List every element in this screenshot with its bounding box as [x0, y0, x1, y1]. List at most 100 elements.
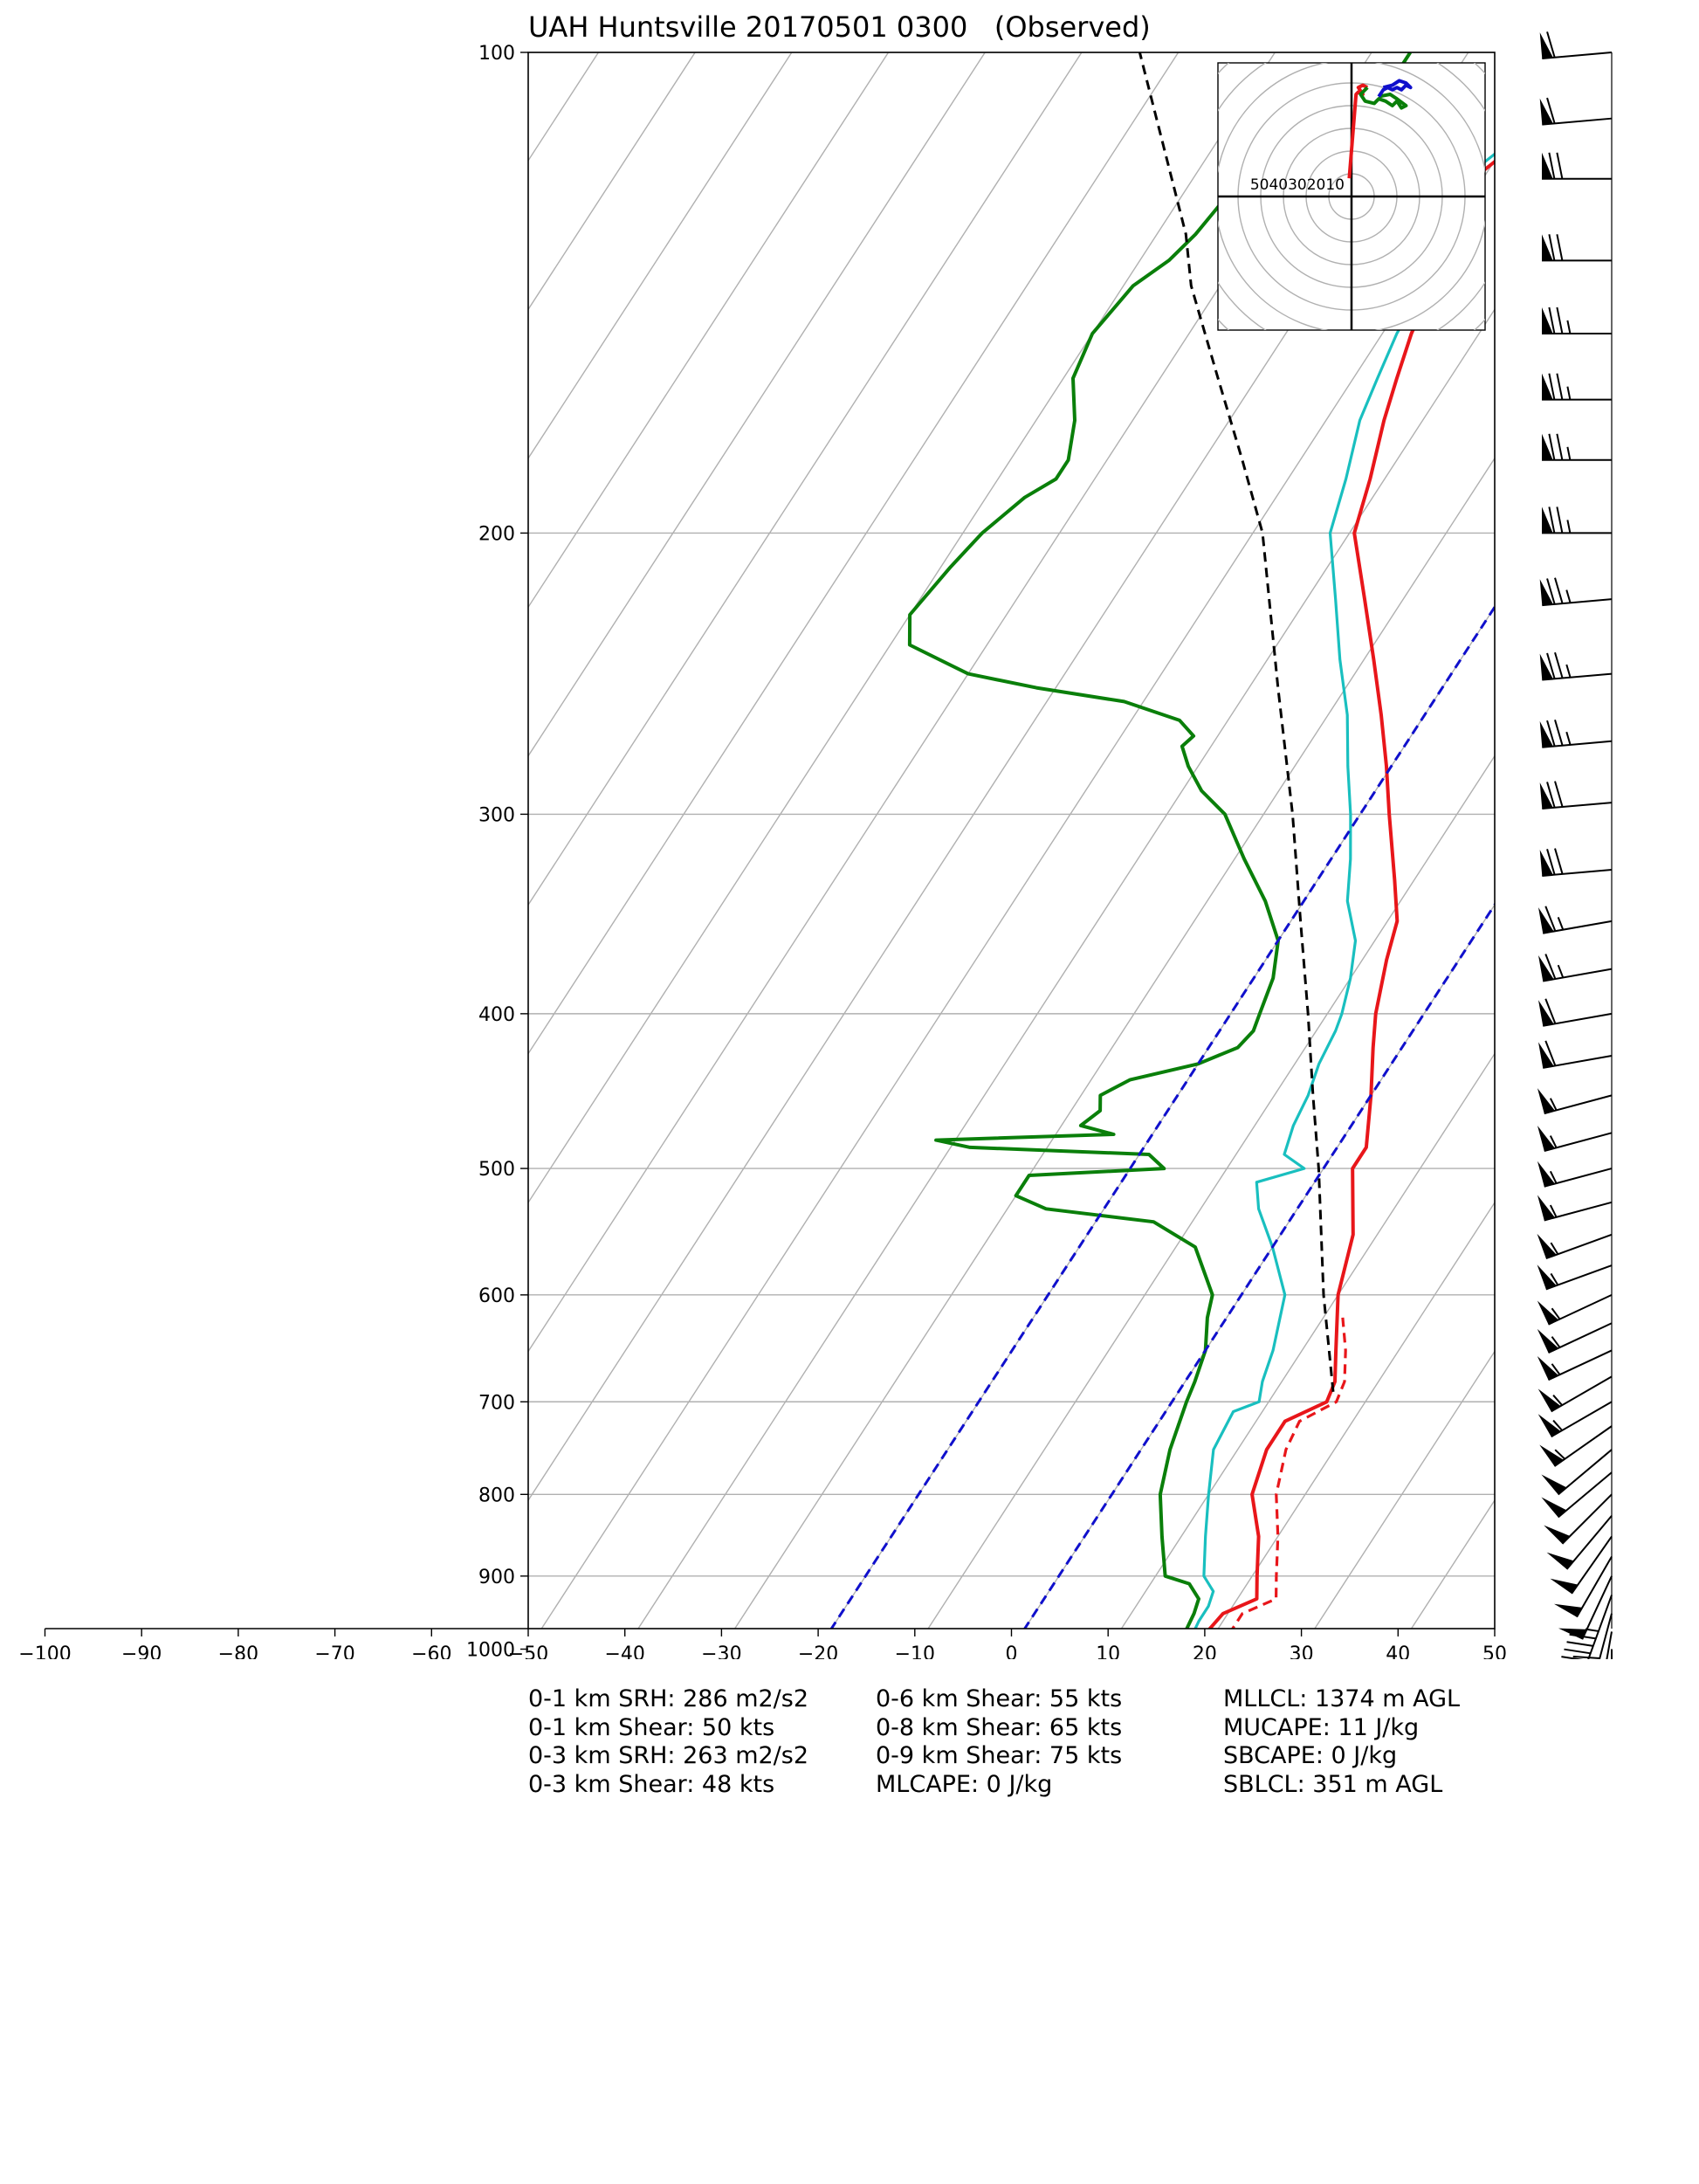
barb-full	[1554, 848, 1564, 875]
wind-barb	[1606, 1631, 1613, 1659]
barb-full	[1548, 433, 1556, 460]
x-tick-label: 50	[1482, 1643, 1507, 1659]
barb-flag	[1537, 1356, 1558, 1381]
barb-flag	[1537, 1161, 1555, 1187]
barb-flag	[1537, 1414, 1561, 1437]
barb-full	[1544, 954, 1557, 980]
barb-full	[1546, 31, 1556, 58]
barb-full	[1556, 506, 1564, 534]
x-tick-label: −100	[18, 1643, 71, 1659]
barb-half	[1554, 1449, 1565, 1460]
wind-barb	[1537, 1088, 1613, 1115]
barb-staff	[1565, 1515, 1613, 1570]
barb-half	[1550, 1272, 1559, 1286]
barb-staff	[1606, 1631, 1613, 1659]
barb-flag	[1558, 1628, 1587, 1640]
barb-full	[1554, 651, 1564, 679]
wind-barb	[1542, 433, 1612, 461]
barb-full	[1566, 1641, 1593, 1647]
y-tick-label: 1000	[466, 1640, 515, 1660]
wind-barb	[1546, 1515, 1613, 1570]
barb-full	[1548, 373, 1556, 400]
barb-half	[1549, 1204, 1558, 1218]
barb-half	[1585, 1628, 1599, 1632]
barb-flag	[1537, 1388, 1561, 1412]
barb-staff	[1551, 1401, 1613, 1438]
barb-staff	[1542, 672, 1613, 681]
barb-half	[1566, 386, 1572, 400]
barb-full	[1544, 906, 1557, 932]
x-tick-label: −60	[411, 1643, 451, 1659]
stat-srh-01: 0-1 km SRH: 286 m2/s2	[528, 1685, 809, 1712]
barb-staff	[1551, 1375, 1613, 1413]
barb-flag	[1541, 1474, 1567, 1495]
barb-staff	[1543, 1055, 1613, 1069]
wind-barb	[1542, 506, 1612, 534]
barb-full	[1546, 720, 1556, 747]
barb-flag	[1539, 1444, 1564, 1467]
wind-barb	[1542, 234, 1612, 262]
barb-full	[1556, 152, 1564, 179]
stats-col-2: 0-6 km Shear: 55 kts 0-8 km Shear: 65 kt…	[876, 1685, 1122, 1799]
stats-col-1: 0-1 km SRH: 286 m2/s2 0-1 km Shear: 50 k…	[528, 1685, 808, 1799]
x-tick-label: −20	[798, 1643, 838, 1659]
wind-barb	[1537, 1401, 1613, 1438]
wind-barb	[1542, 307, 1612, 334]
barb-flag	[1539, 850, 1553, 876]
x-tick-label: −90	[121, 1643, 162, 1659]
barb-staff	[1543, 920, 1613, 934]
wind-barb	[1539, 31, 1613, 59]
barb-staff	[1558, 1449, 1613, 1496]
barb-full	[1544, 998, 1557, 1024]
wind-barb	[1538, 998, 1613, 1027]
wind-barb	[1539, 781, 1613, 810]
x-tick-label: 0	[1006, 1643, 1018, 1659]
wind-barb	[1537, 1195, 1613, 1222]
barb-full	[1548, 307, 1556, 334]
barb-staff	[1545, 1264, 1613, 1291]
stat-shear-06: 0-6 km Shear: 55 kts	[876, 1685, 1123, 1712]
barb-staff	[1548, 1349, 1613, 1381]
x-tick-label: 20	[1193, 1643, 1217, 1659]
hodograph-high-trace	[1377, 79, 1413, 98]
isotherm	[1120, 1052, 1495, 1629]
isotherm	[1314, 1350, 1495, 1629]
barb-full	[1546, 97, 1556, 124]
barb-flag	[1539, 782, 1553, 810]
barb-flag	[1542, 234, 1553, 261]
barb-staff	[1548, 1293, 1613, 1326]
wind-barb	[1538, 1040, 1613, 1069]
y-tick-label: 600	[478, 1285, 515, 1307]
wind-barbs	[1537, 31, 1613, 1659]
wind-barb	[1544, 1493, 1613, 1545]
barb-half	[1565, 731, 1572, 746]
wind-barb	[1539, 1425, 1613, 1467]
hodograph-inset: 5040302010	[1217, 62, 1486, 331]
barb-half	[1551, 1307, 1561, 1320]
barb-flag	[1539, 653, 1553, 680]
x-tick-label: −70	[314, 1643, 354, 1659]
wind-barb	[1539, 97, 1613, 126]
wind-barb	[1541, 1449, 1613, 1496]
y-tick-label: 500	[478, 1159, 515, 1181]
wind-barb	[1537, 1264, 1613, 1291]
isotherm	[528, 52, 1276, 1204]
barb-full	[1569, 1633, 1597, 1640]
wind-barb	[1539, 651, 1613, 681]
barb-flag	[1541, 1497, 1567, 1518]
barb-flag	[1542, 506, 1553, 534]
wind-barb	[1539, 577, 1613, 607]
stat-sblcl: SBLCL: 351 m AGL	[1223, 1770, 1443, 1798]
y-tick-label: 100	[478, 43, 515, 65]
barb-half	[1566, 520, 1572, 534]
wind-barb	[1539, 848, 1613, 877]
barb-full	[1546, 782, 1556, 809]
isotherm	[528, 52, 793, 460]
x-tick-label: −50	[508, 1643, 548, 1659]
barb-full	[1548, 152, 1556, 179]
temperature-axis: −100 −90 −80 −70 −60 −50 −40 −30 −20 −10 0 10 20 30 40…	[18, 1628, 1507, 1659]
barb-half	[1552, 1419, 1563, 1431]
stat-shear-01: 0-1 km Shear: 50 kts	[528, 1713, 775, 1741]
barb-flag	[1539, 579, 1553, 606]
barb-flag	[1538, 1042, 1554, 1068]
